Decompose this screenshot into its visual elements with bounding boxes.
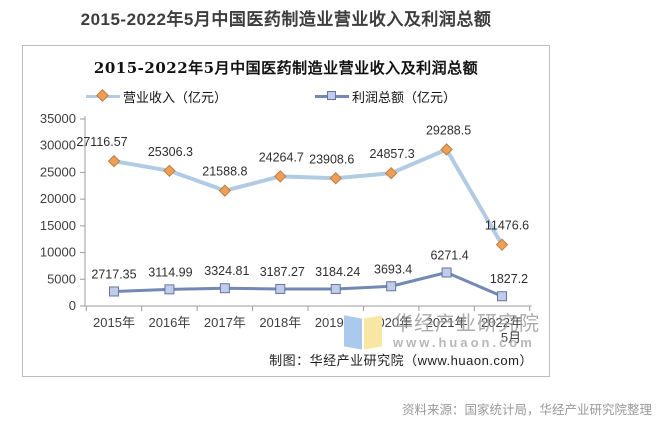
svg-text:2717.35: 2717.35	[91, 267, 136, 281]
svg-text:3324.81: 3324.81	[204, 264, 249, 278]
svg-text:27116.57: 27116.57	[76, 135, 127, 149]
svg-text:2017年: 2017年	[204, 315, 246, 330]
svg-text:25306.3: 25306.3	[148, 145, 193, 159]
source-note: 资料来源：国家统计局，华经产业研究院整理	[401, 403, 652, 417]
svg-text:35000: 35000	[40, 111, 76, 126]
chart-container: 0 5000 10000 15000 20000 25000 30000 35000 2015年…	[22, 45, 550, 377]
page-title: 2015-2022年5月中国医药制造业营业收入及利润总额	[80, 10, 492, 29]
profit-series-icon	[315, 90, 349, 103]
svg-text:20000: 20000	[40, 191, 76, 206]
svg-text:2015年: 2015年	[93, 315, 135, 330]
chart-legend: 营业收入（亿元） 利润总额（亿元）	[23, 87, 519, 106]
svg-text:5月: 5月	[501, 330, 521, 345]
svg-text:21588.8: 21588.8	[202, 165, 247, 179]
svg-text:2018年: 2018年	[259, 315, 301, 330]
svg-text:3184.24: 3184.24	[315, 265, 360, 279]
chart-footer-credit: 制图：华经产业研究院（www.huaon.com）	[269, 353, 533, 368]
svg-text:10000: 10000	[40, 245, 76, 260]
svg-text:2021年: 2021年	[426, 315, 468, 330]
svg-text:25000: 25000	[40, 164, 76, 179]
svg-text:2022年: 2022年	[481, 315, 523, 330]
legend-item-profit: 利润总额（亿元）	[315, 87, 456, 106]
svg-text:2019年: 2019年	[315, 315, 357, 330]
svg-text:3114.99: 3114.99	[148, 265, 192, 279]
svg-text:3693.4: 3693.4	[374, 262, 412, 276]
svg-text:2016年: 2016年	[148, 315, 190, 330]
svg-text:0: 0	[69, 298, 76, 313]
legend-label-profit: 利润总额（亿元）	[352, 90, 457, 105]
svg-text:5000: 5000	[47, 271, 76, 286]
svg-text:11476.6: 11476.6	[485, 219, 529, 233]
chart-plot: 0 5000 10000 15000 20000 25000 30000 35000 2015年…	[40, 111, 532, 345]
svg-text:1827.2: 1827.2	[490, 272, 528, 286]
revenue-series-icon	[85, 89, 120, 103]
svg-text:29288.5: 29288.5	[426, 124, 471, 138]
chart-title: 2015-2022年5月中国医药制造业营业收入及利润总额	[93, 59, 479, 77]
svg-text:23908.6: 23908.6	[309, 152, 354, 166]
legend-label-revenue: 营业收入（亿元）	[122, 90, 227, 105]
svg-text:2020年: 2020年	[370, 315, 412, 330]
svg-text:24857.3: 24857.3	[370, 147, 415, 161]
svg-text:30000: 30000	[40, 138, 76, 153]
svg-text:3187.27: 3187.27	[260, 265, 305, 279]
svg-text:6271.4: 6271.4	[430, 248, 468, 262]
legend-item-revenue: 营业收入（亿元）	[85, 87, 227, 106]
svg-text:24264.7: 24264.7	[259, 150, 304, 164]
svg-text:15000: 15000	[40, 218, 76, 233]
